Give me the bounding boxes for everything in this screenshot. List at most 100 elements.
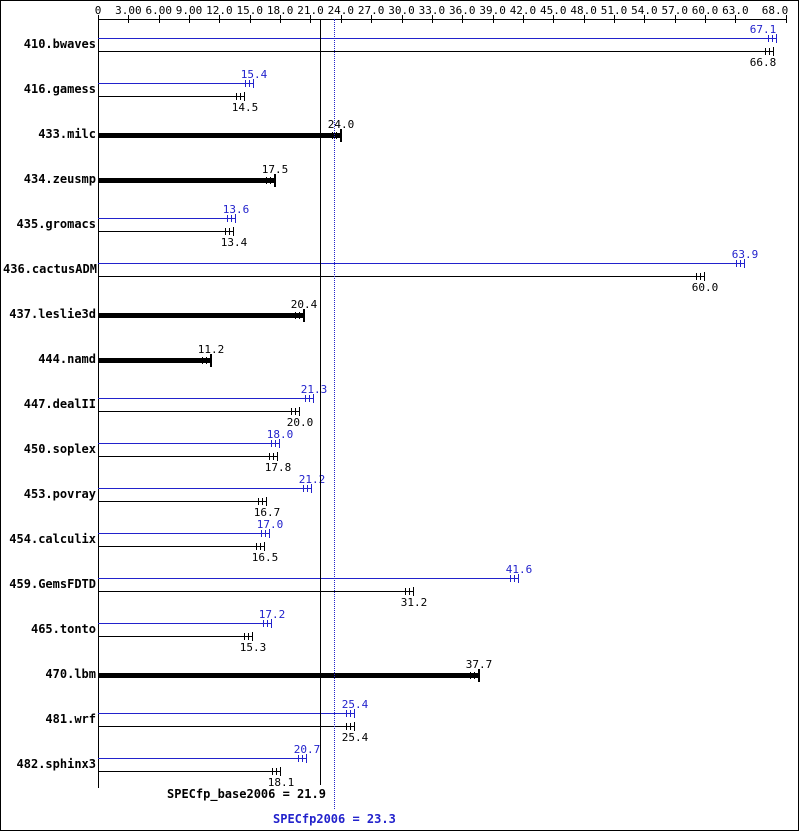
run-marker bbox=[248, 632, 249, 640]
benchmark-label: 481.wrf bbox=[45, 712, 96, 726]
bar-endcap bbox=[478, 668, 480, 682]
x-tick bbox=[401, 15, 403, 23]
x-tick-label: 60.0 bbox=[691, 4, 719, 17]
run-marker bbox=[295, 311, 296, 319]
run-marker bbox=[336, 131, 337, 139]
bar-endcap bbox=[233, 226, 234, 236]
peak-value: 25.4 bbox=[341, 698, 369, 711]
peak-bar bbox=[98, 217, 236, 219]
x-tick bbox=[735, 15, 737, 23]
run-marker bbox=[256, 542, 257, 550]
run-marker bbox=[240, 92, 241, 100]
benchmark-label: 470.lbm bbox=[45, 667, 96, 681]
base-bar bbox=[98, 410, 300, 412]
base-bar-thick bbox=[98, 312, 304, 318]
x-tick-label: 36.0 bbox=[448, 4, 476, 17]
run-marker bbox=[291, 407, 292, 415]
run-marker bbox=[405, 587, 406, 595]
run-marker bbox=[276, 767, 277, 775]
x-axis-line bbox=[98, 19, 786, 20]
x-tick bbox=[553, 15, 555, 23]
bar-endcap bbox=[413, 586, 414, 596]
peak-bar bbox=[98, 622, 272, 624]
run-marker bbox=[271, 439, 272, 447]
bar-endcap bbox=[306, 753, 307, 763]
base-bar-thick bbox=[98, 357, 211, 363]
bar-endcap bbox=[303, 308, 305, 322]
x-tick-label: 6.00 bbox=[145, 4, 172, 17]
benchmark-label: 416.gamess bbox=[23, 82, 96, 96]
run-marker bbox=[510, 574, 511, 582]
x-tick bbox=[492, 15, 494, 23]
run-marker bbox=[307, 484, 308, 492]
bar-endcap bbox=[340, 128, 342, 142]
benchmark-label: 444.namd bbox=[38, 352, 96, 366]
x-tick bbox=[249, 15, 251, 23]
benchmark-label: 435.gromacs bbox=[16, 217, 96, 231]
run-marker bbox=[265, 529, 266, 537]
benchmark-label: 437.leslie3d bbox=[9, 307, 96, 321]
run-marker bbox=[740, 259, 741, 267]
run-marker bbox=[474, 671, 475, 679]
peak-bar bbox=[98, 487, 312, 489]
run-marker bbox=[298, 754, 299, 762]
x-tick bbox=[674, 15, 676, 23]
run-marker bbox=[262, 497, 263, 505]
benchmark-label: 453.povray bbox=[23, 487, 96, 501]
x-tick-label: 33.0 bbox=[418, 4, 446, 17]
base-value: 16.7 bbox=[253, 506, 281, 519]
base-value: 14.5 bbox=[231, 101, 259, 114]
bar-endcap bbox=[776, 33, 777, 43]
bar-endcap bbox=[235, 213, 236, 223]
peak-mean-line bbox=[333, 19, 335, 809]
x-tick-label: 57.0 bbox=[661, 4, 688, 17]
bar-endcap bbox=[210, 353, 212, 367]
run-marker bbox=[772, 34, 773, 42]
run-marker bbox=[303, 484, 304, 492]
peak-metric-summary: SPECfp2006 = 23.3 bbox=[273, 812, 396, 826]
run-marker bbox=[305, 394, 306, 402]
x-tick bbox=[462, 15, 464, 23]
x-tick-label: 42.0 bbox=[509, 4, 537, 17]
peak-value: 17.0 bbox=[256, 518, 284, 531]
x-tick-label: 48.0 bbox=[570, 4, 597, 17]
x-tick-label: 45.0 bbox=[540, 4, 567, 17]
x-tick-label: 0 bbox=[94, 4, 102, 17]
base-value: 11.2 bbox=[197, 343, 225, 356]
benchmark-label: 465.tonto bbox=[30, 622, 96, 636]
run-marker bbox=[267, 619, 268, 627]
base-bar bbox=[98, 230, 234, 232]
run-marker bbox=[350, 709, 351, 717]
run-marker bbox=[309, 394, 310, 402]
run-marker bbox=[696, 272, 697, 280]
peak-value: 18.0 bbox=[266, 428, 294, 441]
x-tick bbox=[583, 15, 585, 23]
peak-bar bbox=[98, 757, 307, 759]
bar-endcap bbox=[773, 46, 774, 56]
base-bar bbox=[98, 590, 414, 592]
run-marker bbox=[350, 722, 351, 730]
x-tick-label: 9.00 bbox=[175, 4, 203, 17]
peak-value: 21.3 bbox=[300, 383, 328, 396]
peak-bar bbox=[98, 82, 254, 84]
base-value: 16.5 bbox=[251, 551, 279, 564]
bar-endcap bbox=[277, 451, 278, 461]
base-bar bbox=[98, 725, 355, 727]
x-tick-label: 39.0 bbox=[479, 4, 506, 17]
x-tick-label: 51.0 bbox=[600, 4, 628, 17]
x-tick bbox=[158, 15, 160, 23]
run-marker bbox=[236, 92, 237, 100]
run-marker bbox=[470, 671, 471, 679]
run-marker bbox=[273, 452, 274, 460]
peak-value: 21.2 bbox=[298, 473, 326, 486]
base-mean-line bbox=[319, 19, 321, 785]
x-tick-label: 3.00 bbox=[115, 4, 142, 17]
run-marker bbox=[409, 587, 410, 595]
benchmark-label: 434.zeusmp bbox=[23, 172, 96, 186]
base-value: 17.8 bbox=[264, 461, 292, 474]
base-value: 37.7 bbox=[465, 658, 493, 671]
x-tick-label: 54.0 bbox=[631, 4, 658, 17]
bar-endcap bbox=[518, 573, 519, 583]
base-value: 13.4 bbox=[220, 236, 248, 249]
